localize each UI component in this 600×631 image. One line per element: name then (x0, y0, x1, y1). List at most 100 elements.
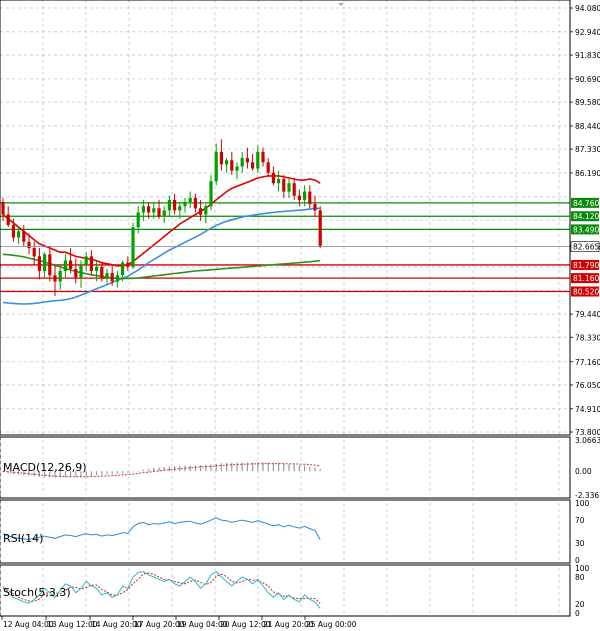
indicator-tick-label: 30 (575, 539, 585, 548)
price-tick-label: 77.160 (575, 358, 600, 367)
indicator-tick-label: 0 (575, 556, 580, 565)
time-tick-label: 12 Aug 04:00 (3, 620, 54, 629)
candle-body (303, 191, 307, 200)
candle-body (297, 195, 301, 200)
time-tick-label: 19 Aug 04:00 (177, 620, 228, 629)
candle-body (32, 248, 36, 257)
level-tag-label: 80.520 (573, 288, 599, 297)
candle-body (63, 260, 67, 272)
candle-body (292, 183, 296, 196)
ma-blue-line (2, 207, 321, 305)
price-panel[interactable]: 94.080 92.940 91.830 90.690 89.580 88.440 87.3… (0, 0, 600, 437)
ma-green-line (2, 253, 321, 280)
level-tag (571, 224, 599, 235)
candle-body (188, 197, 192, 203)
candle-body (173, 199, 177, 211)
candle-body (53, 275, 57, 282)
candle-body (84, 256, 88, 265)
candle-body (313, 204, 317, 211)
candle-body (199, 208, 203, 215)
price-tick-label: 87.330 (575, 145, 600, 154)
candle-body (100, 266, 104, 278)
price-tick-label: 86.190 (575, 169, 600, 178)
candle-body (105, 273, 109, 278)
rsi-panel-border (0, 499, 571, 564)
current-price-label: 82.665 (573, 243, 599, 252)
candle-body (126, 262, 130, 267)
candle-body (27, 241, 31, 249)
candle-body (261, 151, 265, 163)
indicator-tick-label: 20 (575, 600, 585, 609)
candle-body (115, 275, 119, 282)
level-tag-label: 84.120 (573, 212, 599, 221)
indicator-tick-label: 0 (575, 609, 580, 618)
candle-body (235, 166, 239, 171)
macd-axis: 3.0663 0.00 -2.3367 (575, 436, 600, 500)
macd-panel-border (0, 436, 571, 499)
shift-marker-icon[interactable] (338, 3, 344, 6)
candle-body (287, 183, 291, 192)
candle-body (89, 256, 93, 272)
price-tick-label: 74.910 (575, 405, 600, 414)
candle-body (219, 151, 223, 165)
macd-label: MACD(12,26,9) (3, 461, 87, 474)
candle-body (79, 264, 83, 278)
candle-body (17, 231, 21, 238)
candle-body (141, 206, 145, 213)
candle-body (11, 225, 15, 238)
candle-body (209, 181, 213, 207)
price-tick-label: 76.050 (575, 381, 600, 390)
price-tick-label: 92.940 (575, 28, 600, 37)
stoch-signal-line (2, 572, 321, 604)
stoch-panel-border (0, 564, 571, 617)
time-tick-label: 25 Aug 00:00 (306, 620, 357, 629)
ma-red-line (2, 175, 321, 267)
candle-body (152, 208, 156, 213)
time-tick-label: 21 Aug 20:00 (263, 620, 314, 629)
candle-body (136, 212, 140, 228)
candle-body (147, 206, 151, 213)
candle-body (162, 210, 166, 217)
candle-body (251, 162, 255, 169)
candle-body (271, 172, 275, 184)
candle-body (183, 202, 187, 207)
candle-body (277, 179, 281, 184)
candle-body (308, 191, 312, 205)
stoch-grid (0, 568, 560, 613)
candle-body (256, 151, 260, 169)
moving-averages (2, 175, 321, 305)
candle-body (6, 214, 10, 226)
stoch-label: Stoch(5,3,3) (3, 586, 71, 599)
price-tick-label: 78.330 (575, 333, 600, 342)
candle-body (121, 262, 125, 276)
price-tick-label: 73.800 (575, 428, 600, 437)
macd-panel[interactable]: MACD(12,26,9) 3.0663 0.00 -2.3367 (0, 436, 600, 500)
candle-body (69, 260, 73, 269)
candle-body (37, 256, 41, 272)
level-tags: 84.760 84.120 83.490 81.790 81.160 80.520 (571, 197, 599, 297)
price-tick-label: 91.830 (575, 51, 600, 60)
level-tag-label: 81.160 (573, 274, 599, 283)
candle-body (1, 202, 5, 215)
candle-body (178, 206, 182, 211)
candle-body (240, 158, 244, 167)
indicator-tick-label: 100 (575, 564, 590, 573)
candle-body (214, 151, 218, 182)
time-tick-label: 17 Aug 20:00 (134, 620, 185, 629)
time-tick-label: 14 Aug 20:00 (91, 620, 142, 629)
indicator-tick-label: 0.00 (575, 467, 592, 476)
time-tick-label: 13 Aug 12:00 (47, 620, 98, 629)
rsi-panel[interactable]: RSI(14) 100 70 30 0 (0, 499, 590, 565)
support-resistance-levels (0, 202, 570, 293)
indicator-tick-label: 100 (575, 499, 590, 508)
rsi-label: RSI(14) (3, 532, 43, 545)
price-panel-border (0, 0, 571, 436)
price-tick-label: 90.690 (575, 75, 600, 84)
indicator-tick-label: -2.3367 (575, 491, 600, 500)
candle-body (204, 206, 208, 215)
candle-body (245, 158, 249, 163)
